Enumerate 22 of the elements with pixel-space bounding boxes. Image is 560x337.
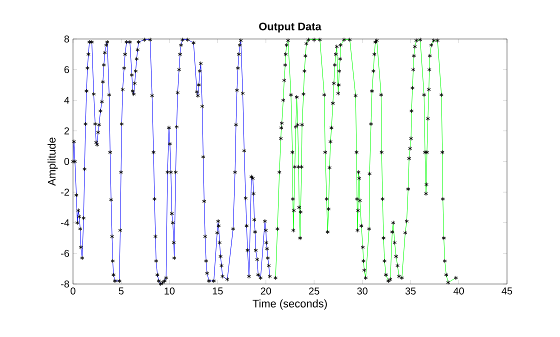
x-tick-label: 25 <box>309 288 320 295</box>
y-tick-label: 0 <box>64 158 70 166</box>
y-tick-label: 2 <box>64 127 69 134</box>
x-tick-label: 15 <box>212 288 223 294</box>
x-tick-label: 5 <box>118 288 124 294</box>
x-tick-label: 45 <box>502 288 512 294</box>
x-axis-title: Time (seconds) <box>252 299 327 310</box>
y-tick-label: -6 <box>61 250 70 257</box>
x-tick-label: 35 <box>405 288 416 295</box>
y-tick-label: 8 <box>64 35 70 43</box>
x-tick-label: 30 <box>357 288 368 295</box>
x-tick-label: 0 <box>70 288 76 295</box>
x-tick-label: 20 <box>260 288 272 295</box>
y-tick-label: -8 <box>61 280 70 288</box>
x-tick-label: 10 <box>164 288 175 295</box>
y-tick-label: 4 <box>64 96 70 104</box>
y-tick-label: 6 <box>64 66 70 74</box>
y-tick-label: -4 <box>61 219 70 226</box>
y-axis-title: Amplitude <box>48 138 58 186</box>
chart-title: Output Data <box>259 22 322 32</box>
x-tick-label: 40 <box>453 288 464 295</box>
y-tick-label: -2 <box>61 188 69 196</box>
